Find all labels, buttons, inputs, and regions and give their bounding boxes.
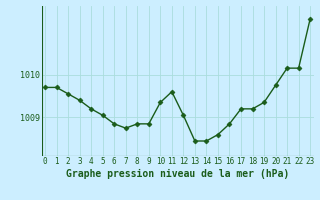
X-axis label: Graphe pression niveau de la mer (hPa): Graphe pression niveau de la mer (hPa) [66, 169, 289, 179]
